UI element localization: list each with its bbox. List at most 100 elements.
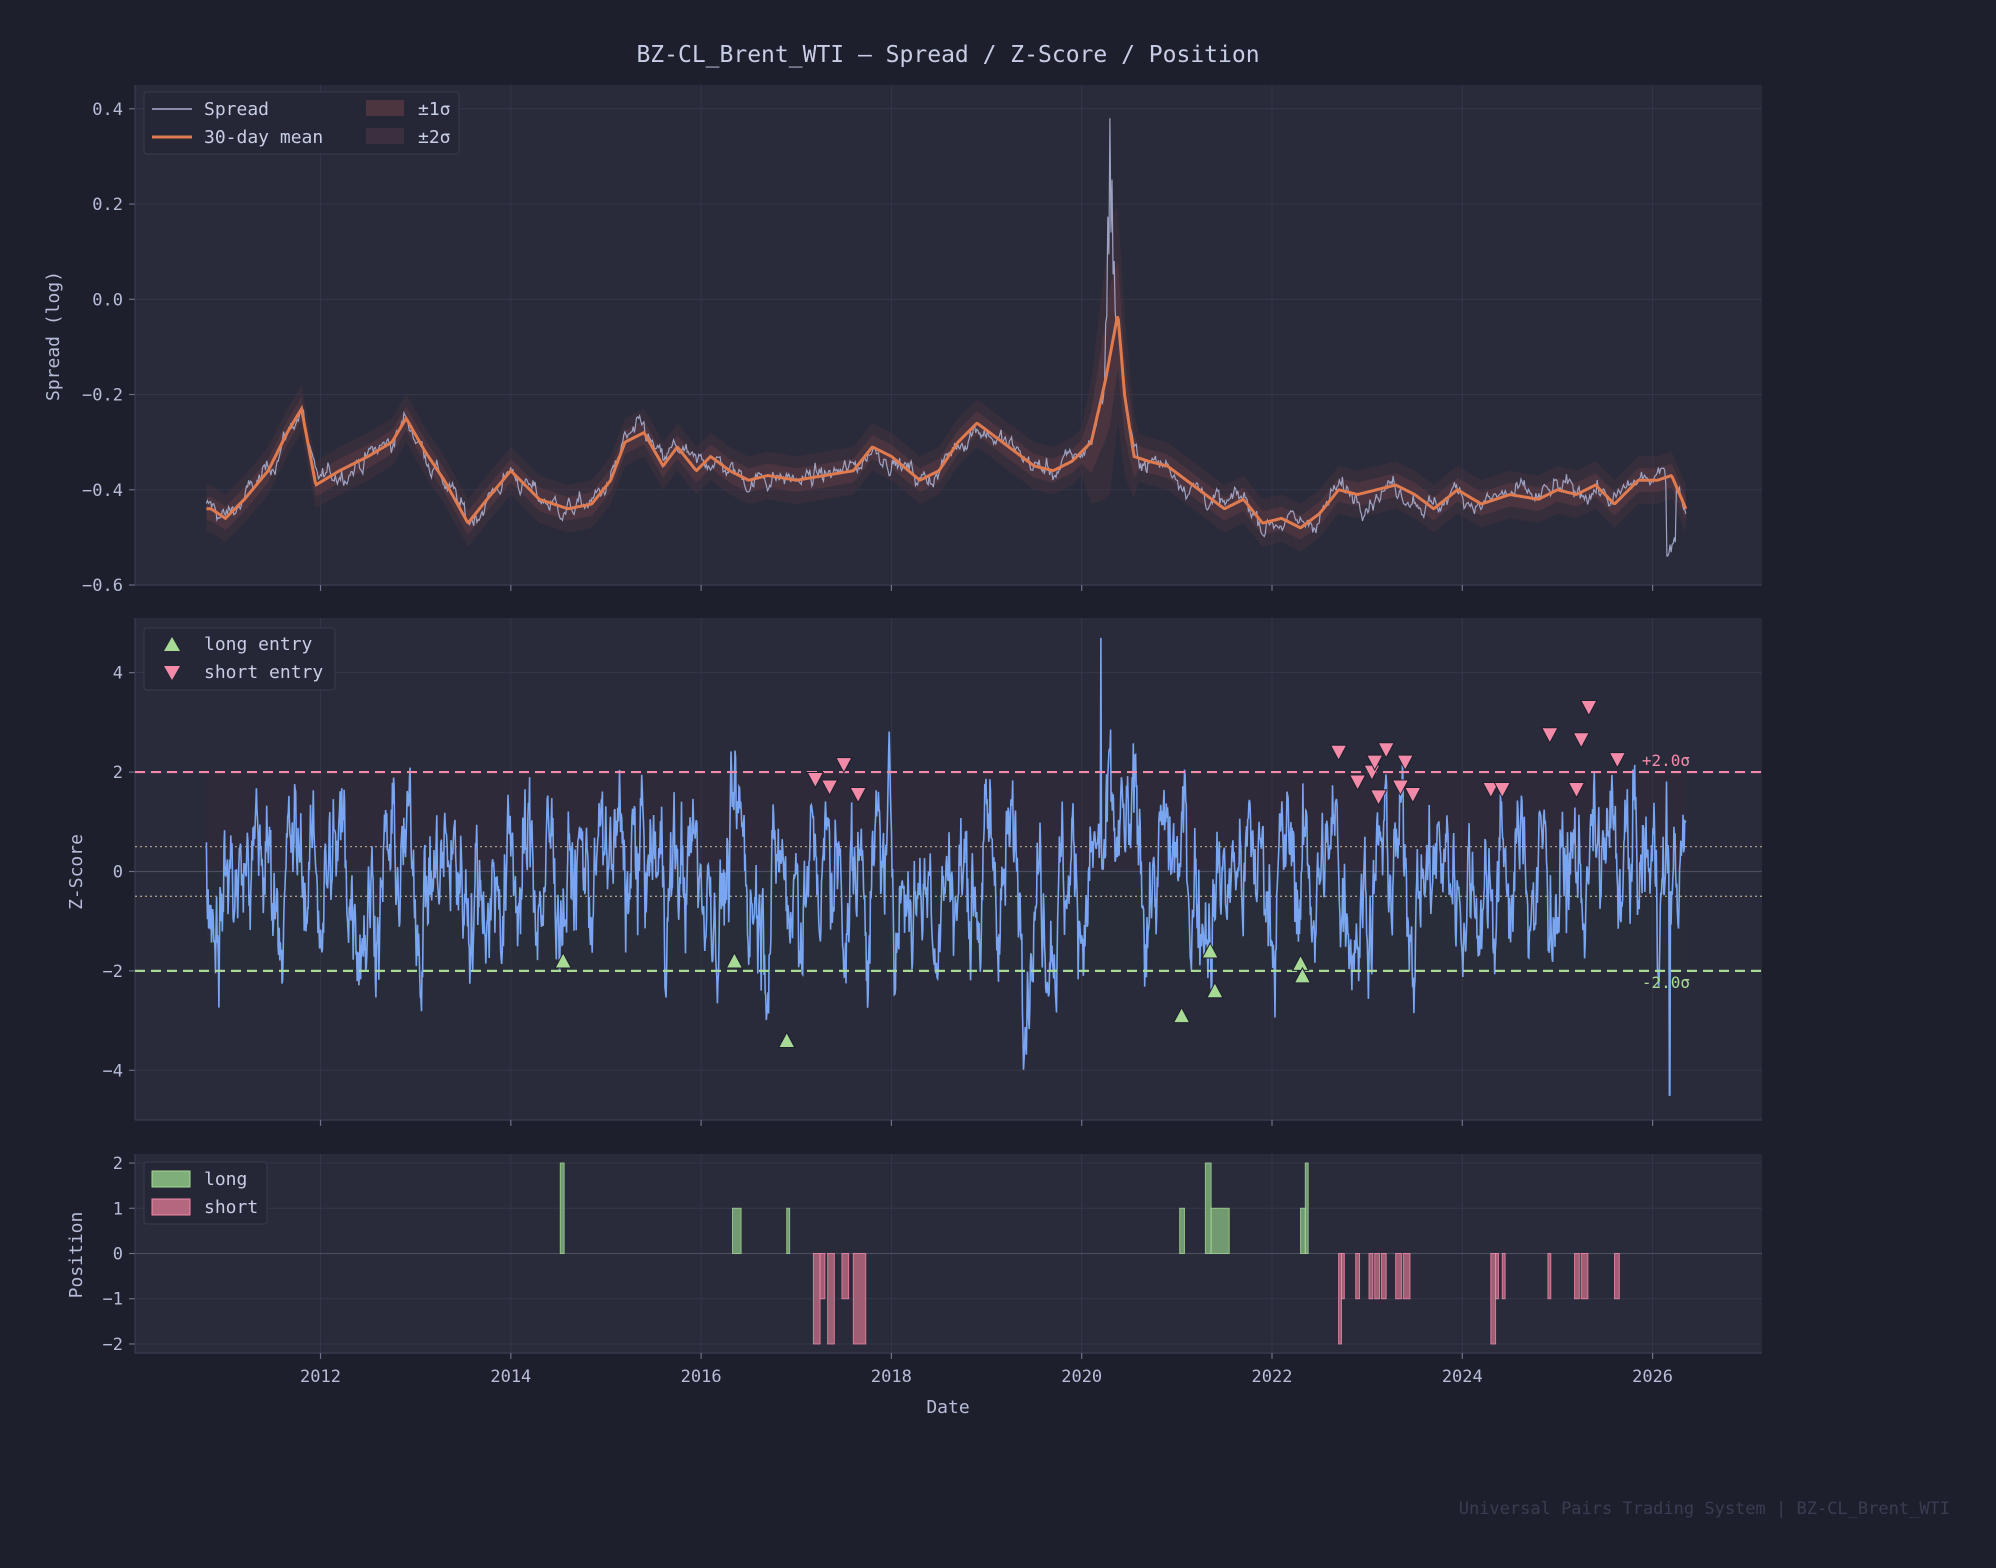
legend-spread-label: Spread: [204, 99, 269, 120]
spread-ytick-label-1: 0.2: [92, 195, 123, 215]
legend-long-entry-label: long entry: [204, 634, 313, 655]
long-position-bar: [559, 1162, 565, 1254]
long-position-bar: [786, 1207, 791, 1254]
legend-mean-label: 30-day mean: [204, 127, 323, 148]
zscore-lower-region: [206, 871, 1686, 971]
x-axis-label: Date: [926, 1397, 969, 1418]
position-ytick-label-4: −2: [103, 1335, 123, 1355]
mean-series-line: [206, 316, 1688, 530]
legend-1sigma-swatch: [366, 100, 404, 116]
zscore-panel: 4 2 0 −2 −4 +2.0σ -2.0σ long entry short entry: [103, 618, 1762, 1126]
short-position-bar: [1374, 1253, 1381, 1300]
short-position-bar: [1495, 1253, 1499, 1300]
short-position-bar: [841, 1253, 850, 1300]
short-entry-marker: [1329, 744, 1348, 762]
legend-short-swatch: [151, 1198, 191, 1216]
spread-ytick-label-4: −0.4: [82, 481, 123, 501]
xtick-label-2018: 2018: [871, 1367, 912, 1387]
zscore-ytick-label-1: 2: [113, 763, 123, 783]
long-entry-marker: [1293, 966, 1312, 984]
legend-long-entry-swatch: [164, 637, 180, 651]
legend-short-entry-label: short entry: [204, 662, 323, 683]
short-position-bar: [1355, 1253, 1361, 1300]
footer-text: Universal Pairs Trading System | BZ-CL_B…: [1459, 1499, 1950, 1519]
short-entry-marker: [1493, 781, 1512, 799]
short-entry-marker: [1540, 727, 1559, 744]
long-position-bar: [1204, 1162, 1212, 1254]
xtick-label-2016: 2016: [681, 1367, 722, 1387]
short-entry-marker: [1482, 781, 1500, 799]
short-entry-marker: [1396, 754, 1415, 772]
position-ytick-label-2: 0: [113, 1245, 123, 1265]
threshold-label-1: -2.0σ: [1642, 973, 1690, 992]
short-position-bar: [812, 1253, 821, 1345]
short-entry-marker: [820, 779, 839, 797]
long-entry-marker: [725, 951, 744, 969]
legend-2sigma-swatch: [366, 128, 404, 144]
short-position-bar: [1547, 1253, 1552, 1300]
spread-ytick-label-5: −0.6: [82, 576, 123, 596]
spread-ytick-label-0: 0.4: [92, 100, 123, 120]
xtick-label-2020: 2020: [1061, 1367, 1102, 1387]
legend-long-swatch: [151, 1170, 191, 1188]
long-position-bar: [1304, 1162, 1309, 1254]
x-axis: 2012 2014 2016 2018 2020 2022 2024 2026: [300, 1367, 1673, 1387]
long-entry-marker: [1201, 941, 1219, 959]
short-entry-marker: [1572, 732, 1591, 749]
spread-y-axis-label: Spread (log): [43, 271, 64, 401]
position-ytick-label-3: −1: [103, 1290, 123, 1310]
short-entry-marker: [1365, 754, 1384, 772]
short-position-bar: [1395, 1253, 1402, 1300]
xtick-label-2026: 2026: [1632, 1367, 1673, 1387]
position-panel: 2 1 0 −1 −2 long short: [103, 1154, 1762, 1359]
xtick-label-2014: 2014: [490, 1367, 531, 1387]
threshold-label-0: +2.0σ: [1642, 751, 1690, 770]
spread-ytick-label-2: 0.0: [92, 290, 123, 310]
legend-2sigma-label: ±2σ: [418, 127, 451, 148]
short-entry-marker: [835, 757, 853, 774]
spread-ytick-label-3: −0.2: [82, 386, 123, 406]
short-entry-marker: [1348, 774, 1367, 792]
short-position-bar: [1380, 1253, 1387, 1300]
long-entry-marker: [554, 951, 572, 969]
legend-short-entry-swatch: [164, 666, 180, 680]
short-position-bar: [1368, 1253, 1374, 1300]
xtick-label-2022: 2022: [1252, 1367, 1293, 1387]
zscore-legend-box: [143, 627, 336, 691]
short-position-bar: [1501, 1253, 1506, 1300]
zscore-ytick-label-4: −4: [103, 1061, 123, 1081]
long-position-bar: [1300, 1207, 1306, 1254]
short-position-bar: [1490, 1253, 1497, 1345]
zscore-series-line: [205, 637, 1687, 1096]
short-entry-marker: [806, 772, 825, 789]
legend-short-label: short: [204, 1197, 258, 1218]
short-entry-marker: [1403, 786, 1422, 804]
position-ytick-label-0: 2: [113, 1154, 123, 1174]
chart-title: BZ-CL_Brent_WTI — Spread / Z-Score / Pos…: [636, 42, 1259, 68]
long-entry-marker: [1206, 981, 1224, 999]
long-position-bar: [732, 1207, 742, 1254]
long-position-bar: [1210, 1207, 1230, 1254]
xtick-label-2012: 2012: [300, 1367, 341, 1387]
short-entry-marker: [1567, 781, 1586, 799]
short-position-bar: [1614, 1253, 1620, 1300]
legend-1sigma-label: ±1σ: [418, 99, 451, 120]
spread-band-2sigma: [206, 206, 1686, 552]
xtick-label-2024: 2024: [1442, 1367, 1483, 1387]
short-entry-marker: [1608, 752, 1627, 769]
short-entry-marker: [1580, 699, 1598, 717]
short-position-bar: [1574, 1253, 1580, 1300]
position-ytick-label-1: 1: [113, 1199, 123, 1219]
zscore-ytick-label-3: −2: [103, 962, 123, 982]
short-position-bar: [827, 1253, 835, 1345]
spread-series-line: [205, 118, 1687, 557]
short-position-bar: [852, 1253, 867, 1345]
legend-long-label: long: [204, 1169, 247, 1190]
zscore-y-axis-label: Z-Score: [66, 834, 87, 910]
short-entry-marker: [1369, 789, 1388, 806]
position-y-axis-label: Position: [66, 1212, 87, 1299]
zscore-ytick-label-0: 4: [113, 664, 123, 684]
short-entry-marker: [849, 786, 867, 804]
